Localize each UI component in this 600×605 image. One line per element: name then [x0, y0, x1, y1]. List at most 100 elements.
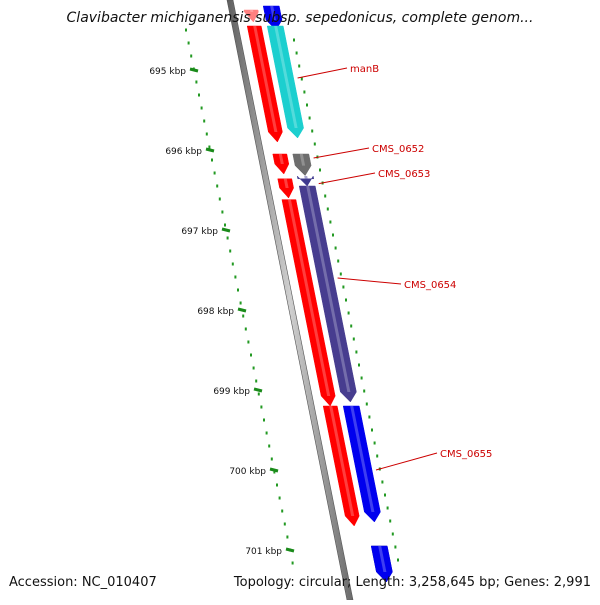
gene-highlight — [329, 406, 355, 516]
ruler-dot-outer — [339, 272, 342, 276]
ruler-dot — [247, 340, 250, 344]
ruler-tick-label: 699 kbp — [213, 387, 250, 397]
ruler-dot — [205, 132, 208, 136]
ruler-tick — [221, 227, 231, 233]
ruler-dot-outer — [368, 415, 371, 419]
gene-label-manB[interactable]: manB — [350, 64, 379, 75]
ruler-tick — [269, 467, 279, 473]
ruler-dot — [208, 145, 211, 149]
ruler-dot — [229, 249, 232, 253]
gene-highlight — [270, 6, 276, 20]
ruler-dot-outer — [381, 480, 384, 484]
ruler-dot — [234, 275, 237, 279]
gene-upper-pink[interactable] — [243, 9, 259, 23]
ruler-dot — [190, 54, 193, 58]
ruler-tick — [237, 307, 247, 313]
gene-highlight — [306, 186, 351, 392]
ruler-dot — [213, 171, 216, 175]
ruler-dot — [200, 106, 203, 110]
label-leader — [318, 172, 376, 185]
summary-text: Topology: circular; Length: 3,258,645 bp… — [233, 575, 591, 590]
gene-highlight — [283, 178, 289, 188]
map-title: Clavibacter michiganensis subsp. sepedon… — [66, 10, 534, 26]
ruler-dot — [270, 457, 273, 461]
gene-labels: manB CMS_0652 CMS_0653 CMS_0654 CMS_0655 — [297, 64, 492, 471]
ruler-dot — [244, 327, 247, 331]
ruler-dot-outer — [337, 259, 340, 263]
label-leader — [337, 277, 402, 285]
ruler-tick-label: 698 kbp — [197, 307, 234, 317]
gene-highlight — [253, 26, 278, 132]
ruler-dot — [286, 535, 289, 539]
gene-highlight — [299, 154, 306, 166]
ruler-tick-label: 701 kbp — [245, 547, 282, 557]
ruler-dot-outer — [371, 428, 373, 432]
ruler-dot-outer — [300, 77, 303, 81]
gene-label-CMS_0653[interactable]: CMS_0653 — [378, 169, 430, 180]
ruler-dot-outer — [360, 376, 363, 380]
ruler-dot — [216, 184, 219, 188]
gene-track — [243, 5, 393, 583]
gene-highlight — [378, 546, 387, 572]
label-leader — [375, 452, 438, 471]
ruler-dot-outer — [332, 233, 334, 237]
ruler-dot — [281, 509, 284, 513]
gene-label-CMS_0652[interactable]: CMS_0652 — [372, 144, 424, 155]
ruler-dot-outer — [352, 337, 355, 341]
ruler-dot — [255, 379, 258, 383]
ruler-dot-outer — [311, 129, 314, 133]
gene-CMS_0652[interactable] — [292, 153, 312, 177]
ruler-tick-label: 700 kbp — [229, 467, 266, 477]
ruler-dot — [237, 288, 239, 292]
ruler-dot — [211, 158, 213, 162]
ruler-dot — [218, 197, 221, 201]
gene-highlight — [274, 26, 298, 128]
gene-red-small-2[interactable] — [277, 178, 294, 199]
ruler-dot-outer — [319, 168, 321, 172]
ruler-dot — [239, 301, 242, 305]
ruler-dot — [265, 431, 268, 435]
gene-label-CMS_0654[interactable]: CMS_0654 — [404, 280, 456, 291]
ruler-dot-outer — [298, 64, 301, 68]
ruler-dot-outer — [358, 363, 360, 367]
gene-manB-red[interactable] — [246, 25, 283, 143]
accession-text: Accession: NC_010407 — [9, 575, 157, 590]
ruler-tick — [253, 387, 263, 393]
ruler-dot — [226, 236, 229, 240]
ruler-dot-outer — [386, 506, 389, 510]
gene-highlight — [278, 154, 284, 164]
ruler-dot — [221, 210, 224, 214]
gene-highlight — [250, 10, 254, 12]
label-leader — [297, 67, 348, 79]
ruler-dot-outer — [391, 532, 394, 536]
ruler-dot-outer — [308, 116, 311, 120]
ruler-dot — [195, 80, 198, 84]
ruler-dot — [198, 93, 200, 97]
ruler-tick-label: 696 kbp — [165, 147, 202, 157]
ruler-dot — [257, 392, 260, 396]
ruler-dot — [185, 28, 187, 32]
gene-CMS_0655[interactable] — [342, 405, 381, 523]
gene-CMS_0653[interactable] — [296, 175, 315, 187]
ruler-dot-outer — [295, 51, 298, 55]
ruler-dot-outer — [373, 441, 376, 445]
ruler-dot — [252, 366, 255, 370]
ruler-dot — [278, 496, 281, 500]
ruler-dot — [260, 405, 263, 409]
ruler-dot-outer — [394, 545, 397, 549]
ruler-dot — [187, 41, 190, 45]
ruler-dot — [231, 262, 234, 266]
ruler-dot-outer — [365, 402, 368, 406]
ruler-dot — [291, 561, 294, 565]
label-leader — [313, 147, 370, 159]
ruler-dot-outer — [389, 519, 392, 523]
ruler-dot — [224, 223, 226, 227]
ruler-dot — [263, 418, 265, 422]
ruler-dot-outer — [324, 194, 327, 198]
gene-CMS_0654[interactable] — [298, 185, 357, 403]
ruler-tick — [285, 547, 295, 553]
ruler: 695 kbp 696 kbp 697 kbp 698 kbp 699 kbp 700 k… — [149, 28, 399, 565]
gene-bottom-blue[interactable] — [370, 545, 393, 583]
ruler-dot — [273, 470, 276, 474]
gene-label-CMS_0655[interactable]: CMS_0655 — [440, 449, 492, 460]
